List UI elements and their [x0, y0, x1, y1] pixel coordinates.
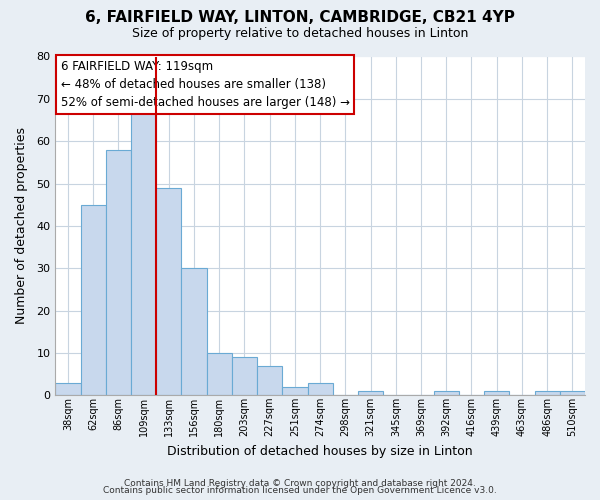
Text: Size of property relative to detached houses in Linton: Size of property relative to detached ho… [132, 28, 468, 40]
Bar [156, 188, 181, 396]
Text: 6, FAIRFIELD WAY, LINTON, CAMBRIDGE, CB21 4YP: 6, FAIRFIELD WAY, LINTON, CAMBRIDGE, CB2… [85, 10, 515, 25]
Bar [55, 382, 80, 396]
Bar [308, 382, 333, 396]
Bar [358, 391, 383, 396]
Text: Contains HM Land Registry data © Crown copyright and database right 2024.: Contains HM Land Registry data © Crown c… [124, 478, 476, 488]
Bar [560, 391, 585, 396]
Bar [283, 387, 308, 396]
Bar [106, 150, 131, 396]
Bar [206, 353, 232, 396]
Bar [257, 366, 283, 396]
Bar [232, 357, 257, 396]
Y-axis label: Number of detached properties: Number of detached properties [15, 128, 28, 324]
Text: 6 FAIRFIELD WAY: 119sqm
← 48% of detached houses are smaller (138)
52% of semi-d: 6 FAIRFIELD WAY: 119sqm ← 48% of detache… [61, 60, 350, 109]
Bar [80, 204, 106, 396]
Text: Contains public sector information licensed under the Open Government Licence v3: Contains public sector information licen… [103, 486, 497, 495]
Bar [181, 268, 206, 396]
X-axis label: Distribution of detached houses by size in Linton: Distribution of detached houses by size … [167, 444, 473, 458]
Bar [484, 391, 509, 396]
Bar [535, 391, 560, 396]
Bar [434, 391, 459, 396]
Bar [131, 112, 156, 396]
